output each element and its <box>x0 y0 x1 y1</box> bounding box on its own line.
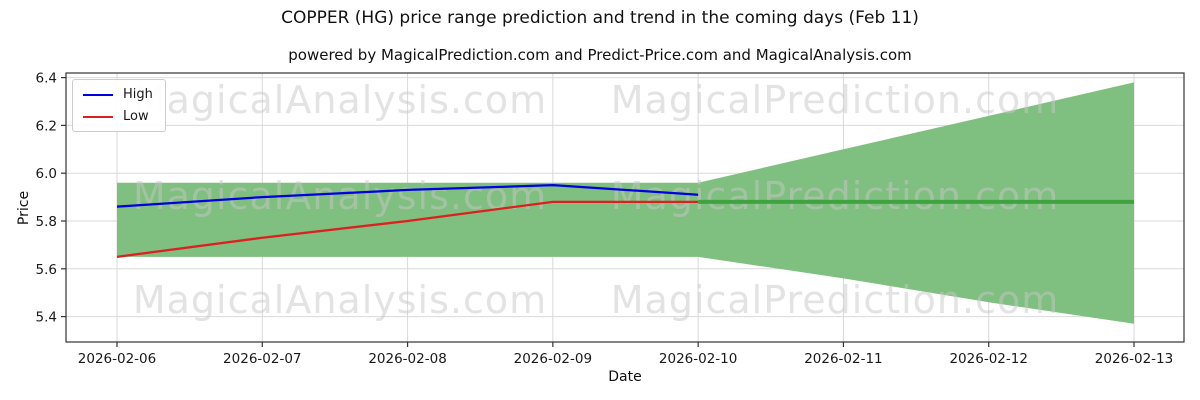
legend-label-high: High <box>123 87 153 102</box>
legend-item-high: High <box>83 87 153 102</box>
legend-item-low: Low <box>83 109 153 124</box>
y-tick-label: 5.6 <box>36 262 57 278</box>
y-tick-label: 5.8 <box>36 214 57 230</box>
svg-text:MagicalAnalysis.com: MagicalAnalysis.com <box>133 174 547 218</box>
legend: High Low <box>72 79 166 132</box>
low-line <box>116 200 699 258</box>
svg-text:MagicalAnalysis.com: MagicalAnalysis.com <box>133 78 547 122</box>
y-axis-label: Price <box>16 190 32 226</box>
x-tick-label: 2026-02-06 <box>78 351 156 367</box>
watermarks: MagicalAnalysis.com MagicalPrediction.com… <box>133 78 1060 322</box>
x-tick-label: 2026-02-09 <box>514 351 592 367</box>
chart-subtitle: powered by MagicalPrediction.com and Pre… <box>288 46 912 64</box>
plot-border <box>65 72 1185 343</box>
x-tick-label: 2026-02-08 <box>368 351 446 367</box>
svg-text:MagicalAnalysis.com: MagicalAnalysis.com <box>133 278 547 322</box>
x-tick-label: 2026-02-12 <box>949 351 1027 367</box>
svg-text:MagicalPrediction.com: MagicalPrediction.com <box>611 78 1060 122</box>
y-tick-label: 6.2 <box>36 118 57 134</box>
high-line-swatch <box>83 93 113 96</box>
high-line <box>116 184 699 208</box>
svg-text:MagicalPrediction.com: MagicalPrediction.com <box>611 278 1060 322</box>
svg-text:MagicalPrediction.com: MagicalPrediction.com <box>611 174 1060 218</box>
chart-title: COPPER (HG) price range prediction and t… <box>281 8 919 28</box>
tick-labels: 2026-02-06 2026-02-07 2026-02-08 2026-02-09… <box>36 71 1174 367</box>
x-tick-label: 2026-02-07 <box>223 351 301 367</box>
x-tick-label: 2026-02-11 <box>804 351 882 367</box>
prediction-band <box>117 82 1134 324</box>
y-tick-label: 5.4 <box>36 310 57 326</box>
y-tick-label: 6.4 <box>36 71 57 87</box>
y-tick-label: 6.0 <box>36 166 57 182</box>
x-tick-label: 2026-02-10 <box>659 351 737 367</box>
low-line-swatch <box>83 115 113 118</box>
x-tick-label: 2026-02-13 <box>1095 351 1173 367</box>
legend-label-low: Low <box>123 109 149 124</box>
axis-ticks <box>61 76 1135 347</box>
x-axis-label: Date <box>608 369 642 385</box>
